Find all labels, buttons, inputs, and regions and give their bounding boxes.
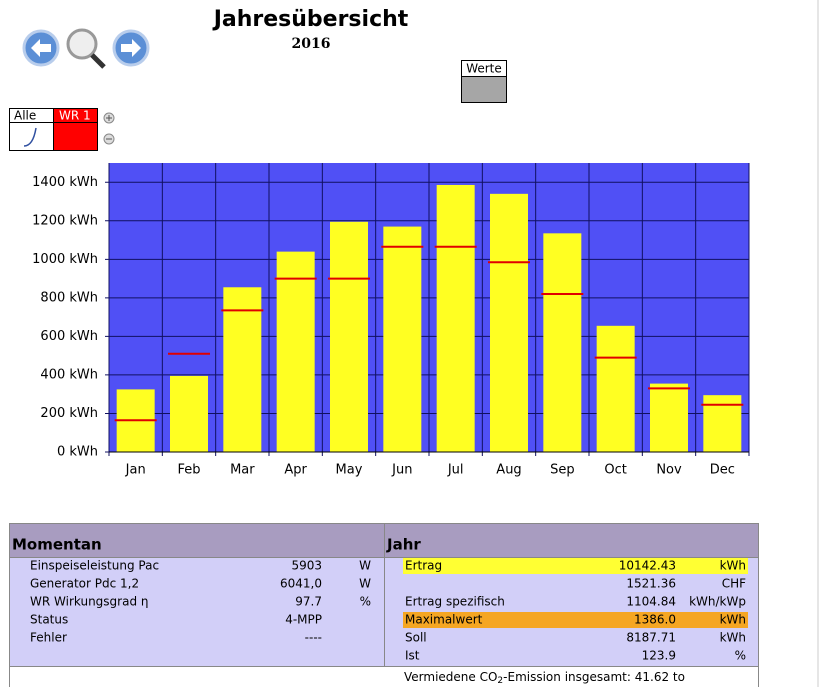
row-label: Status bbox=[30, 613, 68, 627]
row-unit: kWh bbox=[720, 631, 746, 645]
y-tick-label: 1400 kWh bbox=[32, 175, 98, 190]
row-value: 8187.71 bbox=[626, 631, 676, 645]
bar bbox=[650, 383, 688, 452]
row-value: 1386.0 bbox=[634, 613, 676, 627]
x-tick-label: Feb bbox=[177, 463, 200, 478]
row-label: Fehler bbox=[30, 631, 67, 645]
bar bbox=[703, 395, 742, 452]
x-tick-label: Apr bbox=[284, 463, 307, 478]
values-toggle[interactable]: Werte bbox=[461, 60, 507, 103]
x-tick-label: Sep bbox=[550, 463, 575, 478]
tab-wr1[interactable]: WR 1 bbox=[53, 108, 98, 151]
bar bbox=[276, 251, 315, 452]
co2-note: Vermiedene CO2-Emission insgesamt: 41.62… bbox=[404, 670, 685, 686]
y-tick-label: 1200 kWh bbox=[32, 213, 98, 228]
x-tick-label: Jan bbox=[125, 463, 146, 478]
row-label: Maximalwert bbox=[405, 613, 483, 627]
row-unit: % bbox=[735, 649, 746, 663]
y-tick-label: 200 kWh bbox=[40, 406, 98, 421]
row-label: Einspeiseleistung Pac bbox=[30, 559, 159, 573]
zoom-in[interactable] bbox=[103, 112, 115, 124]
x-tick-label: Nov bbox=[656, 463, 682, 478]
x-tick-label: May bbox=[336, 463, 363, 478]
section-title: Momentan bbox=[12, 536, 102, 554]
row-label: Ist bbox=[405, 649, 420, 663]
y-tick-label: 600 kWh bbox=[40, 329, 98, 344]
row-value: 1104.84 bbox=[626, 595, 676, 609]
row-value: 1521.36 bbox=[626, 577, 676, 591]
row-label: Ertrag bbox=[405, 559, 442, 573]
row-label: WR Wirkungsgrad η bbox=[30, 595, 149, 609]
x-tick-label: Dec bbox=[710, 463, 735, 478]
row-unit: kWh/kWp bbox=[689, 595, 746, 609]
chart: 0 kWh 200 kWh 400 kWh 600 kWh 800 kWh 1000 kW… bbox=[32, 163, 750, 478]
row-unit: W bbox=[359, 577, 371, 591]
tab-label: Alle bbox=[14, 109, 36, 123]
back-button[interactable] bbox=[22, 29, 60, 67]
row-unit: W bbox=[359, 559, 371, 573]
row-value: ---- bbox=[305, 631, 322, 645]
x-tick-label: Aug bbox=[496, 463, 521, 478]
zoom-out[interactable] bbox=[103, 133, 115, 145]
row-value: 5903 bbox=[291, 559, 322, 573]
x-tick-label: Jun bbox=[391, 463, 412, 478]
bar bbox=[383, 226, 422, 452]
y-tick-label: 800 kWh bbox=[40, 290, 98, 305]
row-value: 6041,0 bbox=[280, 577, 322, 591]
y-tick-label: 400 kWh bbox=[40, 367, 98, 382]
bar bbox=[490, 193, 528, 452]
search-button[interactable] bbox=[66, 28, 106, 69]
x-tick-label: Oct bbox=[604, 463, 626, 478]
y-tick-label: 0 kWh bbox=[57, 445, 98, 460]
row-unit: kWh bbox=[720, 613, 746, 627]
x-tick-label: Mar bbox=[230, 463, 255, 478]
co2-text: Vermiedene CO bbox=[404, 670, 497, 684]
row-unit: % bbox=[360, 595, 371, 609]
row-value: 123.9 bbox=[642, 649, 676, 663]
bar bbox=[436, 184, 475, 453]
forward-button[interactable] bbox=[112, 29, 150, 67]
section-title: Jahr bbox=[386, 536, 421, 554]
page-subtitle: 2016 bbox=[292, 36, 331, 52]
x-tick-label: Jul bbox=[447, 463, 464, 478]
co2-text: -Emission insgesamt: 41.62 to bbox=[503, 670, 685, 684]
bar bbox=[330, 221, 368, 452]
row-value: 10142.43 bbox=[619, 559, 676, 573]
row-value: 4-MPP bbox=[285, 613, 322, 627]
row-value: 97.7 bbox=[295, 595, 322, 609]
bar bbox=[170, 375, 208, 452]
bar bbox=[223, 287, 262, 452]
co2-text: 2 bbox=[497, 676, 503, 686]
row-unit: CHF bbox=[722, 577, 746, 591]
bar bbox=[543, 233, 582, 452]
row-label: Ertrag spezifisch bbox=[405, 595, 505, 609]
y-tick-label: 1000 kWh bbox=[32, 252, 98, 267]
row-label: Soll bbox=[405, 631, 427, 645]
row-highlight bbox=[403, 612, 748, 628]
row-highlight bbox=[403, 558, 748, 574]
tab-alle[interactable]: Alle bbox=[9, 108, 54, 151]
row-unit: kWh bbox=[720, 559, 746, 573]
row-label: Generator Pdc 1,2 bbox=[30, 577, 139, 591]
summary-panel: Momentan Jahr Einspeiseleistung Pac 5903 W Ge… bbox=[9, 523, 759, 687]
page-title: Jahresübersicht bbox=[212, 7, 409, 32]
tab-label: WR 1 bbox=[59, 109, 91, 123]
bar bbox=[596, 325, 635, 452]
values-toggle-label: Werte bbox=[466, 62, 502, 76]
